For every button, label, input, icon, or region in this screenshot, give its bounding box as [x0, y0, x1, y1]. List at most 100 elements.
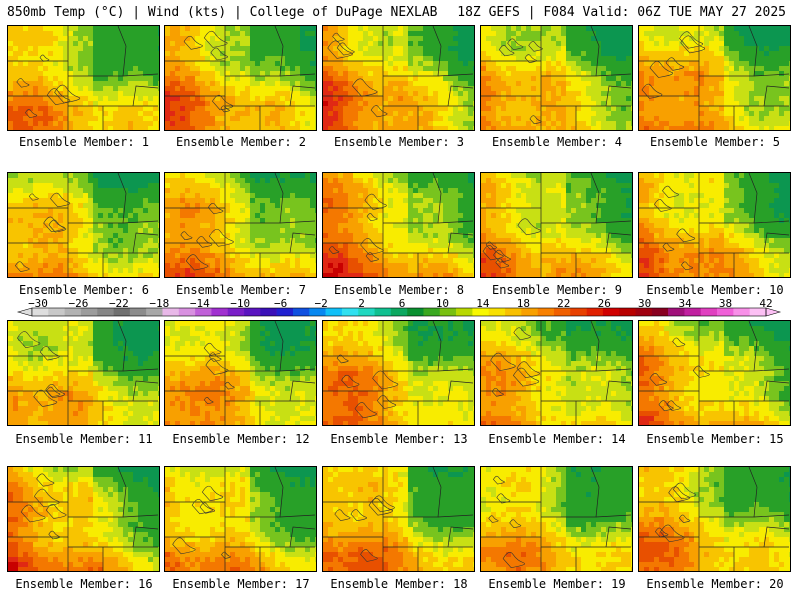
colorbar-swatch: [48, 308, 65, 316]
colorbar-swatch: [244, 308, 261, 316]
colorbar-tick-label: 22: [557, 297, 571, 310]
ensemble-member-map[interactable]: [7, 320, 160, 426]
ensemble-member-map[interactable]: [322, 466, 475, 572]
colorbar-swatch: [113, 308, 131, 316]
colorbar-swatch: [668, 308, 685, 316]
ensemble-member-map[interactable]: [638, 320, 791, 426]
colorbar-swatch: [586, 308, 604, 316]
colorbar-swatch: [292, 308, 310, 316]
colorbar-swatch: [341, 308, 359, 316]
colorbar-tick-label: −14: [189, 297, 210, 310]
colorbar-tick-label: −26: [68, 297, 89, 310]
colorbar-swatch: [97, 308, 114, 316]
colorbar-swatch: [390, 308, 408, 316]
ensemble-member-label: Ensemble Member: 12: [172, 432, 310, 446]
temperature-field: [165, 321, 316, 425]
temperature-field: [639, 173, 790, 277]
colorbar-swatch: [227, 308, 245, 316]
colorbar-tick-label: −22: [108, 297, 129, 310]
ensemble-member-label: Ensemble Member: 7: [175, 283, 307, 297]
colorbar-swatch: [211, 308, 229, 316]
temperature-colorbar: [16, 307, 782, 317]
ensemble-member-label: Ensemble Member: 17: [172, 577, 310, 591]
chart-title: 850mb Temp (°C) | Wind (kts) | College o…: [7, 5, 438, 20]
temperature-field: [481, 467, 632, 571]
colorbar-swatch: [717, 308, 734, 316]
colorbar-tick-label: −10: [230, 297, 251, 310]
ensemble-member-map[interactable]: [164, 320, 317, 426]
colorbar-swatch: [602, 308, 620, 316]
colorbar-swatch: [32, 308, 49, 316]
colorbar-swatch: [80, 308, 98, 316]
colorbar-tick-label: 10: [435, 297, 450, 310]
ensemble-member-map[interactable]: [7, 466, 160, 572]
ensemble-member-label: Ensemble Member: 2: [175, 135, 307, 149]
ensemble-member-map[interactable]: [480, 25, 633, 131]
temperature-field: [639, 467, 790, 571]
ensemble-member-label: Ensemble Member: 4: [491, 135, 623, 149]
temperature-field: [8, 467, 159, 571]
ensemble-member-label: Ensemble Member: 14: [488, 432, 626, 446]
colorbar-swatch: [553, 308, 571, 316]
colorbar-swatch: [733, 308, 750, 316]
ensemble-member-map[interactable]: [322, 25, 475, 131]
temperature-field: [8, 26, 159, 130]
colorbar-swatch: [325, 308, 343, 316]
temperature-field: [323, 173, 474, 277]
colorbar-swatch: [358, 308, 375, 316]
ensemble-member-label: Ensemble Member: 16: [15, 577, 153, 591]
temperature-field: [639, 321, 790, 425]
colorbar-tick-label: 26: [597, 297, 611, 310]
temperature-field: [165, 467, 316, 571]
colorbar-swatch: [570, 308, 587, 316]
colorbar-swatch: [309, 308, 326, 316]
colorbar-swatch: [178, 308, 196, 316]
ensemble-member-map[interactable]: [638, 25, 791, 131]
temperature-field: [8, 173, 159, 277]
ensemble-member-label: Ensemble Member: 15: [646, 432, 784, 446]
ensemble-member-label: Ensemble Member: 10: [646, 283, 784, 297]
colorbar-swatch: [619, 308, 636, 316]
ensemble-member-label: Ensemble Member: 19: [488, 577, 626, 591]
colorbar-tick-label: −30: [28, 297, 48, 310]
ensemble-member-map[interactable]: [480, 466, 633, 572]
ensemble-member-map[interactable]: [638, 466, 791, 572]
temperature-field: [165, 173, 316, 277]
ensemble-member-map[interactable]: [322, 320, 475, 426]
ensemble-member-map[interactable]: [480, 320, 633, 426]
ensemble-member-map[interactable]: [164, 25, 317, 131]
ensemble-member-map[interactable]: [322, 172, 475, 278]
colorbar-swatch: [749, 308, 767, 316]
ensemble-member-label: Ensemble Member: 6: [18, 283, 150, 297]
ensemble-member-label: Ensemble Member: 3: [333, 135, 465, 149]
ensemble-member-map[interactable]: [7, 25, 160, 131]
colorbar-tick-label: −2: [314, 297, 328, 310]
colorbar-swatch: [276, 308, 294, 316]
colorbar-swatch: [195, 308, 212, 316]
colorbar-swatch: [162, 308, 180, 316]
ensemble-member-label: Ensemble Member: 8: [333, 283, 465, 297]
colorbar-swatch: [505, 308, 522, 316]
colorbar-swatch: [472, 308, 490, 316]
colorbar-swatch: [146, 308, 163, 316]
temperature-field: [165, 26, 316, 130]
ensemble-member-map[interactable]: [7, 172, 160, 278]
colorbar-tick-label: 42: [759, 297, 773, 310]
ensemble-member-label: Ensemble Member: 18: [330, 577, 468, 591]
colorbar-swatch: [129, 308, 147, 316]
colorbar-swatch: [439, 308, 457, 316]
colorbar-swatch: [407, 308, 424, 316]
ensemble-member-map[interactable]: [164, 172, 317, 278]
ensemble-member-map[interactable]: [480, 172, 633, 278]
colorbar-tick-label: 38: [718, 297, 733, 310]
ensemble-member-map[interactable]: [638, 172, 791, 278]
colorbar-tick-label: 30: [638, 297, 652, 310]
ensemble-member-map[interactable]: [164, 466, 317, 572]
temperature-field: [323, 321, 474, 425]
ensemble-member-label: Ensemble Member: 1: [18, 135, 150, 149]
ensemble-member-label: Ensemble Member: 5: [649, 135, 781, 149]
colorbar-swatch: [374, 308, 392, 316]
colorbar-tick-label: 34: [678, 297, 692, 310]
temperature-field: [481, 321, 632, 425]
colorbar-swatch: [700, 308, 718, 316]
